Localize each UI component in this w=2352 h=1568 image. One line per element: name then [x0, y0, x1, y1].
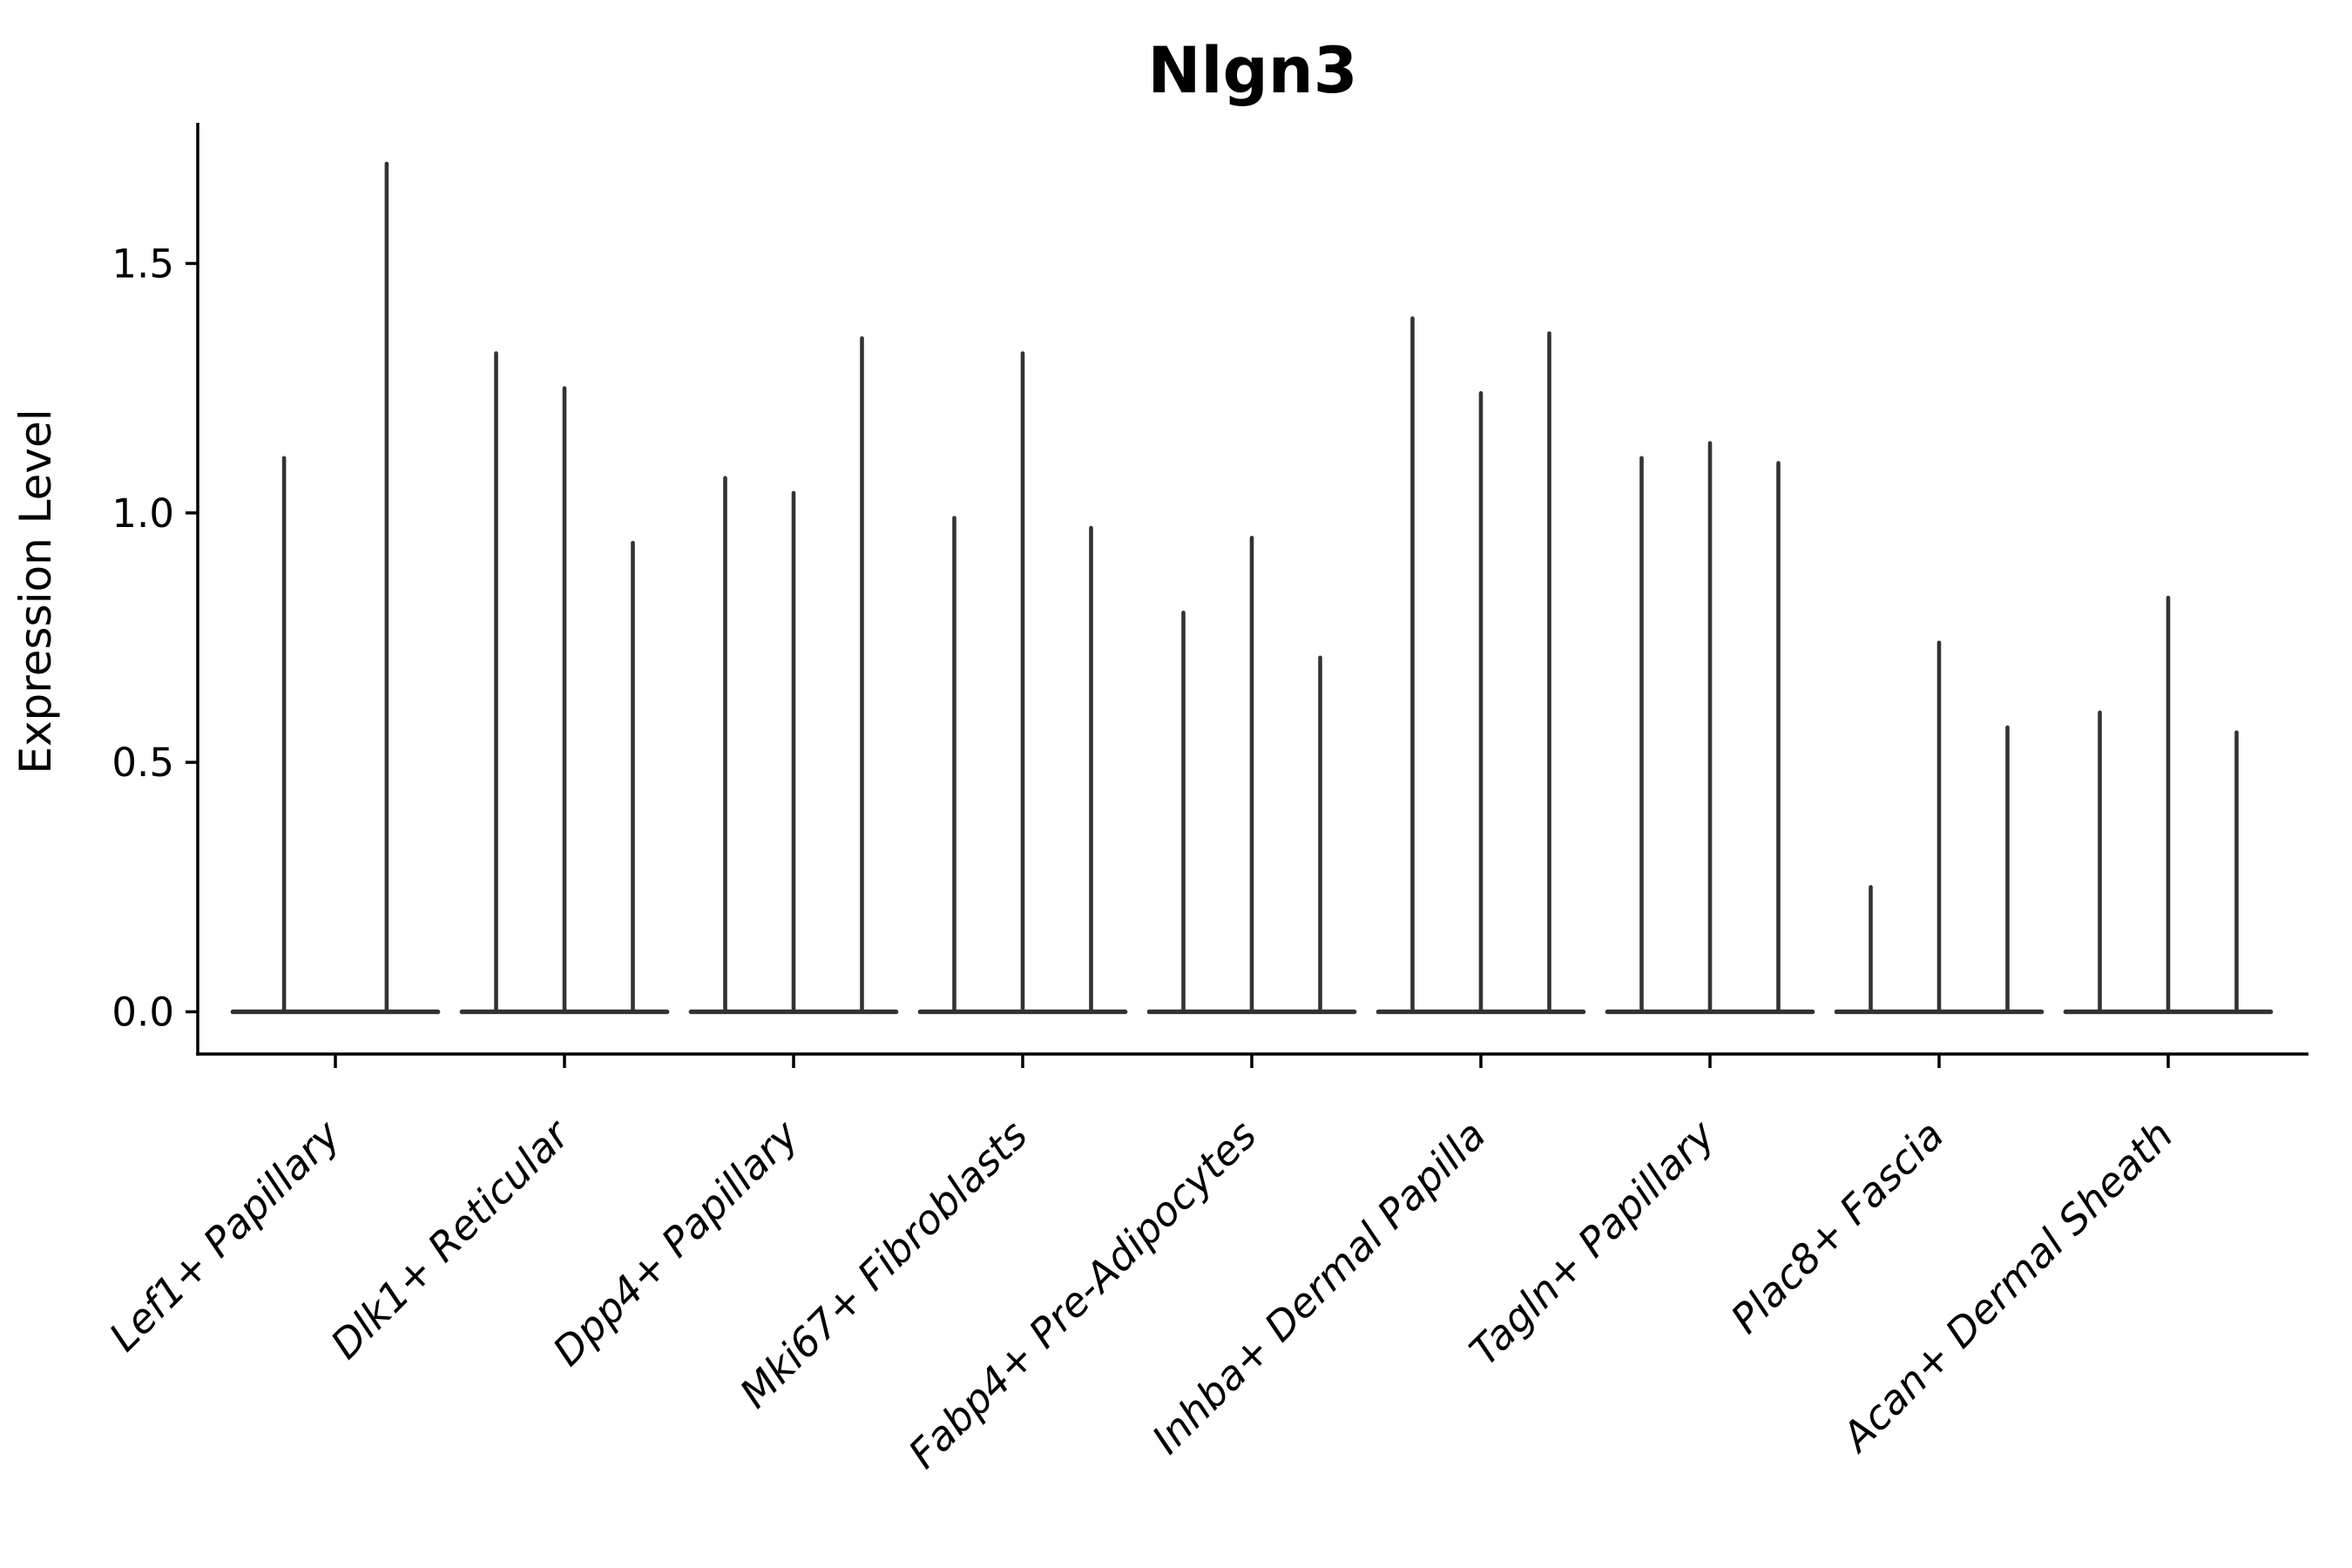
- x-tick-label: Tagln+ Papillary: [1460, 1111, 1724, 1375]
- y-tick-label: 1.5: [112, 240, 174, 287]
- x-tick-label: Plac8+ Fascia: [1721, 1112, 1952, 1342]
- y-tick-label: 1.0: [112, 490, 174, 537]
- x-tick-label: Dpp4+ Papillary: [544, 1111, 808, 1375]
- violin-layer: [230, 161, 2274, 1015]
- axes-layer: 0.0 0.5 1.0 1.5: [112, 123, 2308, 1068]
- y-tick-label: 0.5: [112, 740, 174, 786]
- x-tick-label: Lef1+ Papillary: [100, 1111, 349, 1360]
- x-tick-label: Dlk1+ Reticular: [321, 1109, 580, 1368]
- y-axis-label: Expression Level: [10, 409, 61, 774]
- y-tick-label: 0.0: [112, 990, 174, 1036]
- chart-title: Nlgn3: [1147, 34, 1357, 108]
